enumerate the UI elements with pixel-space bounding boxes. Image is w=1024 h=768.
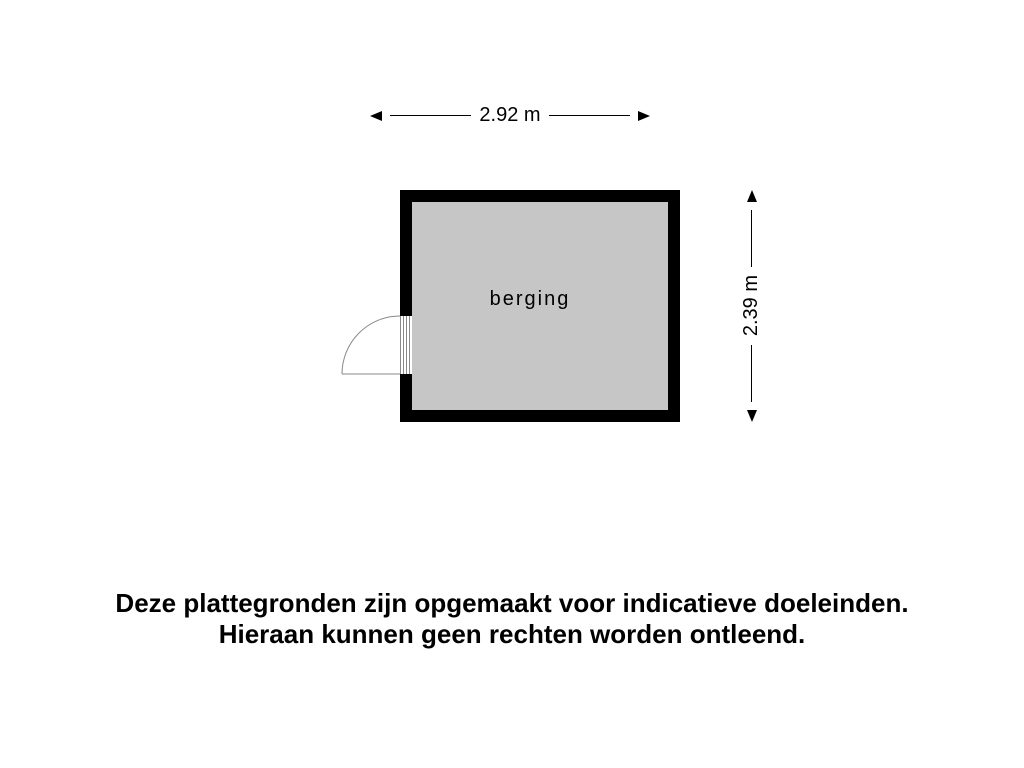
- dimension-width: 2.92 m: [370, 104, 650, 127]
- floorplan-canvas: berging 2.92 m 2.39 m Deze plattegronden…: [0, 0, 1024, 768]
- dimension-line: [751, 345, 752, 402]
- arrow-down-icon: [747, 410, 757, 422]
- dimension-line: [751, 210, 752, 267]
- door-swing-arc: [340, 314, 402, 376]
- arrow-right-icon: [638, 111, 650, 121]
- arrow-up-icon: [747, 190, 757, 202]
- dimension-width-label: 2.92 m: [479, 104, 540, 127]
- dimension-line: [549, 115, 630, 116]
- dimension-line: [390, 115, 471, 116]
- disclaimer-line-1: Deze plattegronden zijn opgemaakt voor i…: [0, 588, 1024, 619]
- disclaimer-line-2: Hieraan kunnen geen rechten worden ontle…: [0, 619, 1024, 650]
- room-label: berging: [490, 288, 571, 311]
- arrow-left-icon: [370, 111, 382, 121]
- dimension-height-label: 2.39 m: [740, 275, 763, 336]
- dimension-height: 2.39 m: [740, 190, 763, 422]
- disclaimer-text: Deze plattegronden zijn opgemaakt voor i…: [0, 588, 1024, 650]
